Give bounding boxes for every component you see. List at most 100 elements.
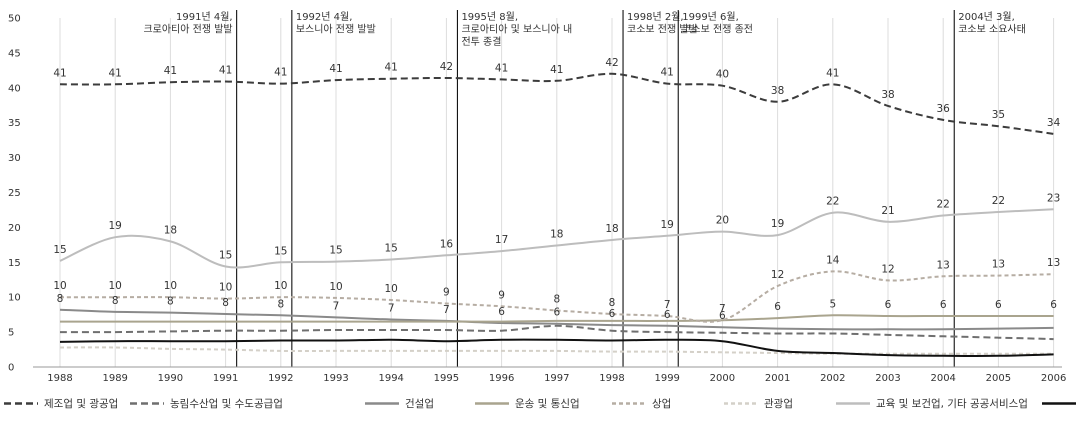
y-tick-label: 0 xyxy=(8,363,14,374)
data-label: 8 xyxy=(57,293,64,305)
data-label: 22 xyxy=(826,196,839,208)
data-label: 18 xyxy=(164,224,177,236)
data-label: 18 xyxy=(605,223,618,235)
y-tick-label: 50 xyxy=(8,14,21,25)
data-label: 16 xyxy=(440,238,454,250)
x-tick-label: 2003 xyxy=(875,373,900,384)
data-label: 10 xyxy=(219,282,232,294)
data-label: 13 xyxy=(1047,257,1060,269)
series-line xyxy=(59,324,1054,341)
legend-label: 운송 및 통신업 xyxy=(515,397,580,410)
data-label: 6 xyxy=(1050,299,1057,311)
data-label: 9 xyxy=(443,286,450,298)
legend-label: 건설업 xyxy=(405,397,434,410)
data-label: 23 xyxy=(1047,192,1060,204)
x-tick-label: 1997 xyxy=(544,373,569,384)
data-label: 6 xyxy=(774,301,781,313)
x-tick-label: 2006 xyxy=(1041,373,1066,384)
data-label: 10 xyxy=(274,280,287,292)
data-label: 41 xyxy=(219,65,232,77)
data-label: 6 xyxy=(664,309,671,321)
series-line xyxy=(59,346,1054,355)
data-label: 7 xyxy=(443,304,450,316)
event-annotation: 1992년 4월, xyxy=(296,11,353,23)
x-tick-label: 2005 xyxy=(986,373,1011,384)
data-label: 19 xyxy=(661,219,674,231)
data-label: 13 xyxy=(992,259,1005,271)
data-label: 8 xyxy=(553,293,560,305)
data-label: 9 xyxy=(498,289,505,301)
legend-label: 농림수산업 및 수도공급업 xyxy=(170,397,283,410)
data-label: 42 xyxy=(440,61,453,73)
legend-label: 관광업 xyxy=(764,397,793,410)
series-line xyxy=(59,338,1054,357)
data-label: 6 xyxy=(940,299,947,311)
data-label: 7 xyxy=(664,299,671,311)
data-label: 15 xyxy=(329,245,342,257)
data-label: 10 xyxy=(164,280,177,292)
data-label: 41 xyxy=(53,67,66,79)
data-label: 41 xyxy=(109,67,122,79)
series-layer xyxy=(59,72,1054,357)
series-line xyxy=(59,308,1054,331)
data-label: 8 xyxy=(609,297,616,309)
data-label: 20 xyxy=(716,215,729,227)
event-annotation: 1999년 6월, xyxy=(682,11,739,23)
data-label: 14 xyxy=(826,254,840,266)
data-label: 10 xyxy=(329,281,342,293)
data-label: 8 xyxy=(167,296,174,308)
data-label: 41 xyxy=(826,67,839,79)
event-annotation: 코소보 전쟁 발발 xyxy=(627,24,698,36)
data-label: 22 xyxy=(992,195,1005,207)
data-label: 15 xyxy=(53,244,66,256)
x-tick-label: 1993 xyxy=(323,373,348,384)
data-label: 41 xyxy=(164,65,177,77)
x-tick-label: 1990 xyxy=(158,373,183,384)
data-label: 12 xyxy=(881,263,894,275)
data-label: 38 xyxy=(771,85,784,97)
x-tick-label: 2002 xyxy=(820,373,845,384)
data-label: 22 xyxy=(937,199,950,211)
y-tick-label: 45 xyxy=(8,48,21,59)
data-label: 7 xyxy=(719,303,726,315)
y-tick-label: 30 xyxy=(8,153,21,164)
y-tick-label: 35 xyxy=(8,118,21,129)
x-tick-label: 1998 xyxy=(599,373,624,384)
data-label: 17 xyxy=(495,234,508,246)
event-annotation: 크로아티아 전쟁 발발 xyxy=(143,24,232,36)
x-tick-label: 1996 xyxy=(489,373,514,384)
data-label: 7 xyxy=(388,303,395,315)
data-label: 19 xyxy=(109,220,122,232)
x-tick-label: 1989 xyxy=(102,373,127,384)
event-annotation: 2004년 3월, xyxy=(958,11,1015,23)
data-label: 42 xyxy=(605,57,618,69)
y-tick-label: 5 xyxy=(8,328,14,339)
y-tick-label: 25 xyxy=(8,188,21,199)
data-label: 8 xyxy=(277,298,284,310)
data-label: 41 xyxy=(329,63,342,75)
x-tick-label: 1994 xyxy=(378,373,403,384)
data-label: 19 xyxy=(771,218,784,230)
x-tick-label: 1995 xyxy=(434,373,459,384)
x-tick-label: 1991 xyxy=(213,373,238,384)
x-tick-label: 1988 xyxy=(47,373,72,384)
data-label: 13 xyxy=(937,259,950,271)
series-line xyxy=(59,208,1054,269)
data-label: 15 xyxy=(219,249,232,261)
y-tick-label: 10 xyxy=(8,293,21,304)
data-label: 5 xyxy=(829,298,836,310)
data-label: 41 xyxy=(550,64,563,76)
data-label: 8 xyxy=(112,295,119,307)
data-label: 35 xyxy=(992,109,1005,121)
data-label: 18 xyxy=(550,229,563,241)
event-annotation: 코소보 전쟁 종전 xyxy=(682,24,753,36)
event-annotation: 크로아티아 및 보스니아 내 xyxy=(461,24,572,36)
data-label: 38 xyxy=(881,89,894,101)
event-annotation: 1995년 8월, xyxy=(461,11,518,23)
x-tick-label: 2000 xyxy=(710,373,735,384)
data-label: 10 xyxy=(109,280,122,292)
data-label: 21 xyxy=(881,205,894,217)
y-tick-label: 15 xyxy=(8,258,21,269)
